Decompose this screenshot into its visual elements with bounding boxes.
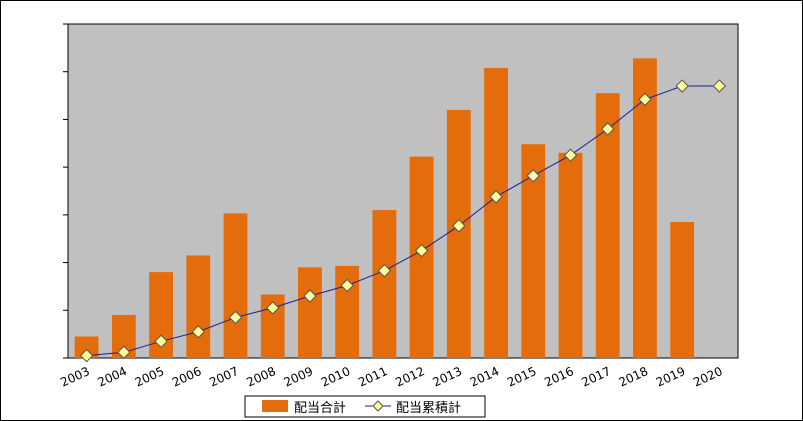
y-axis-ticks (63, 23, 68, 359)
line-marker-2015 (526, 169, 540, 183)
x-tick-label: 2016 (542, 364, 576, 390)
bar-2007 (223, 213, 248, 358)
legend-bar-swatch (262, 400, 288, 412)
line-marker-2009 (303, 289, 317, 303)
x-tick-label: 2017 (579, 364, 613, 390)
x-tick-label: 2014 (468, 364, 502, 390)
legend-line-label: 配当累積計 (396, 400, 461, 416)
bar-2017 (595, 93, 620, 358)
x-tick-label: 2009 (282, 364, 316, 390)
line-marker-2017 (601, 122, 615, 136)
line-marker-2012 (414, 243, 429, 258)
line-marker-2007 (228, 310, 243, 325)
line-marker-2018 (638, 92, 652, 107)
line-series (79, 79, 727, 363)
bar-2015 (521, 144, 546, 358)
line-marker-2019 (675, 79, 689, 93)
x-tick-label: 2003 (58, 364, 92, 390)
x-tick-label: 2020 (691, 364, 725, 390)
line-marker-2010 (340, 278, 354, 293)
line-marker-2016 (563, 148, 578, 162)
x-tick-label: 2010 (319, 364, 353, 390)
line-marker-2011 (377, 263, 392, 278)
x-tick-label: 2012 (393, 364, 427, 390)
legend-line-marker (372, 400, 384, 412)
x-tick-label: 2015 (505, 364, 539, 390)
bar-2003 (74, 336, 99, 358)
bar-2011 (372, 210, 397, 358)
x-tick-label: 2005 (133, 364, 167, 390)
x-axis-labels: 2003 2004 2005 2006 2007 2008 2009 2010 2011 2012… (58, 364, 724, 390)
bar-2009 (298, 267, 322, 358)
x-tick-label: 2008 (244, 364, 278, 390)
bar-2008 (260, 294, 285, 358)
bar-2005 (149, 272, 173, 358)
bar-2010 (335, 265, 360, 358)
line-marker-2008 (266, 301, 280, 315)
line-marker-2003 (79, 348, 94, 363)
x-tick-label: 2019 (654, 364, 688, 390)
x-tick-label: 2018 (617, 364, 651, 390)
x-tick-label: 2006 (170, 364, 204, 390)
line-marker-2013 (452, 219, 466, 233)
line-marker-2005 (154, 334, 168, 349)
line-marker-2020 (712, 79, 727, 93)
bar-2014 (484, 67, 508, 358)
bar-2016 (558, 152, 583, 358)
bar-2004 (111, 315, 136, 358)
x-tick-label: 2011 (356, 364, 390, 390)
line-marker-2006 (191, 325, 205, 339)
plot-area (67, 23, 739, 359)
bar-2018 (633, 58, 657, 359)
line-marker-2004 (117, 345, 131, 359)
x-tick-label: 2007 (207, 364, 241, 390)
bar-2013 (446, 109, 471, 358)
bar-2019 (670, 222, 695, 358)
line-marker-2014 (489, 190, 503, 204)
x-tick-label: 2004 (95, 364, 129, 390)
legend: 配当合計 配当累積計 (244, 395, 486, 418)
cumulative-line (86, 85, 720, 357)
legend-bar-label: 配当合計 (294, 400, 346, 416)
x-tick-label: 2013 (430, 364, 464, 390)
bar-2006 (186, 255, 211, 358)
